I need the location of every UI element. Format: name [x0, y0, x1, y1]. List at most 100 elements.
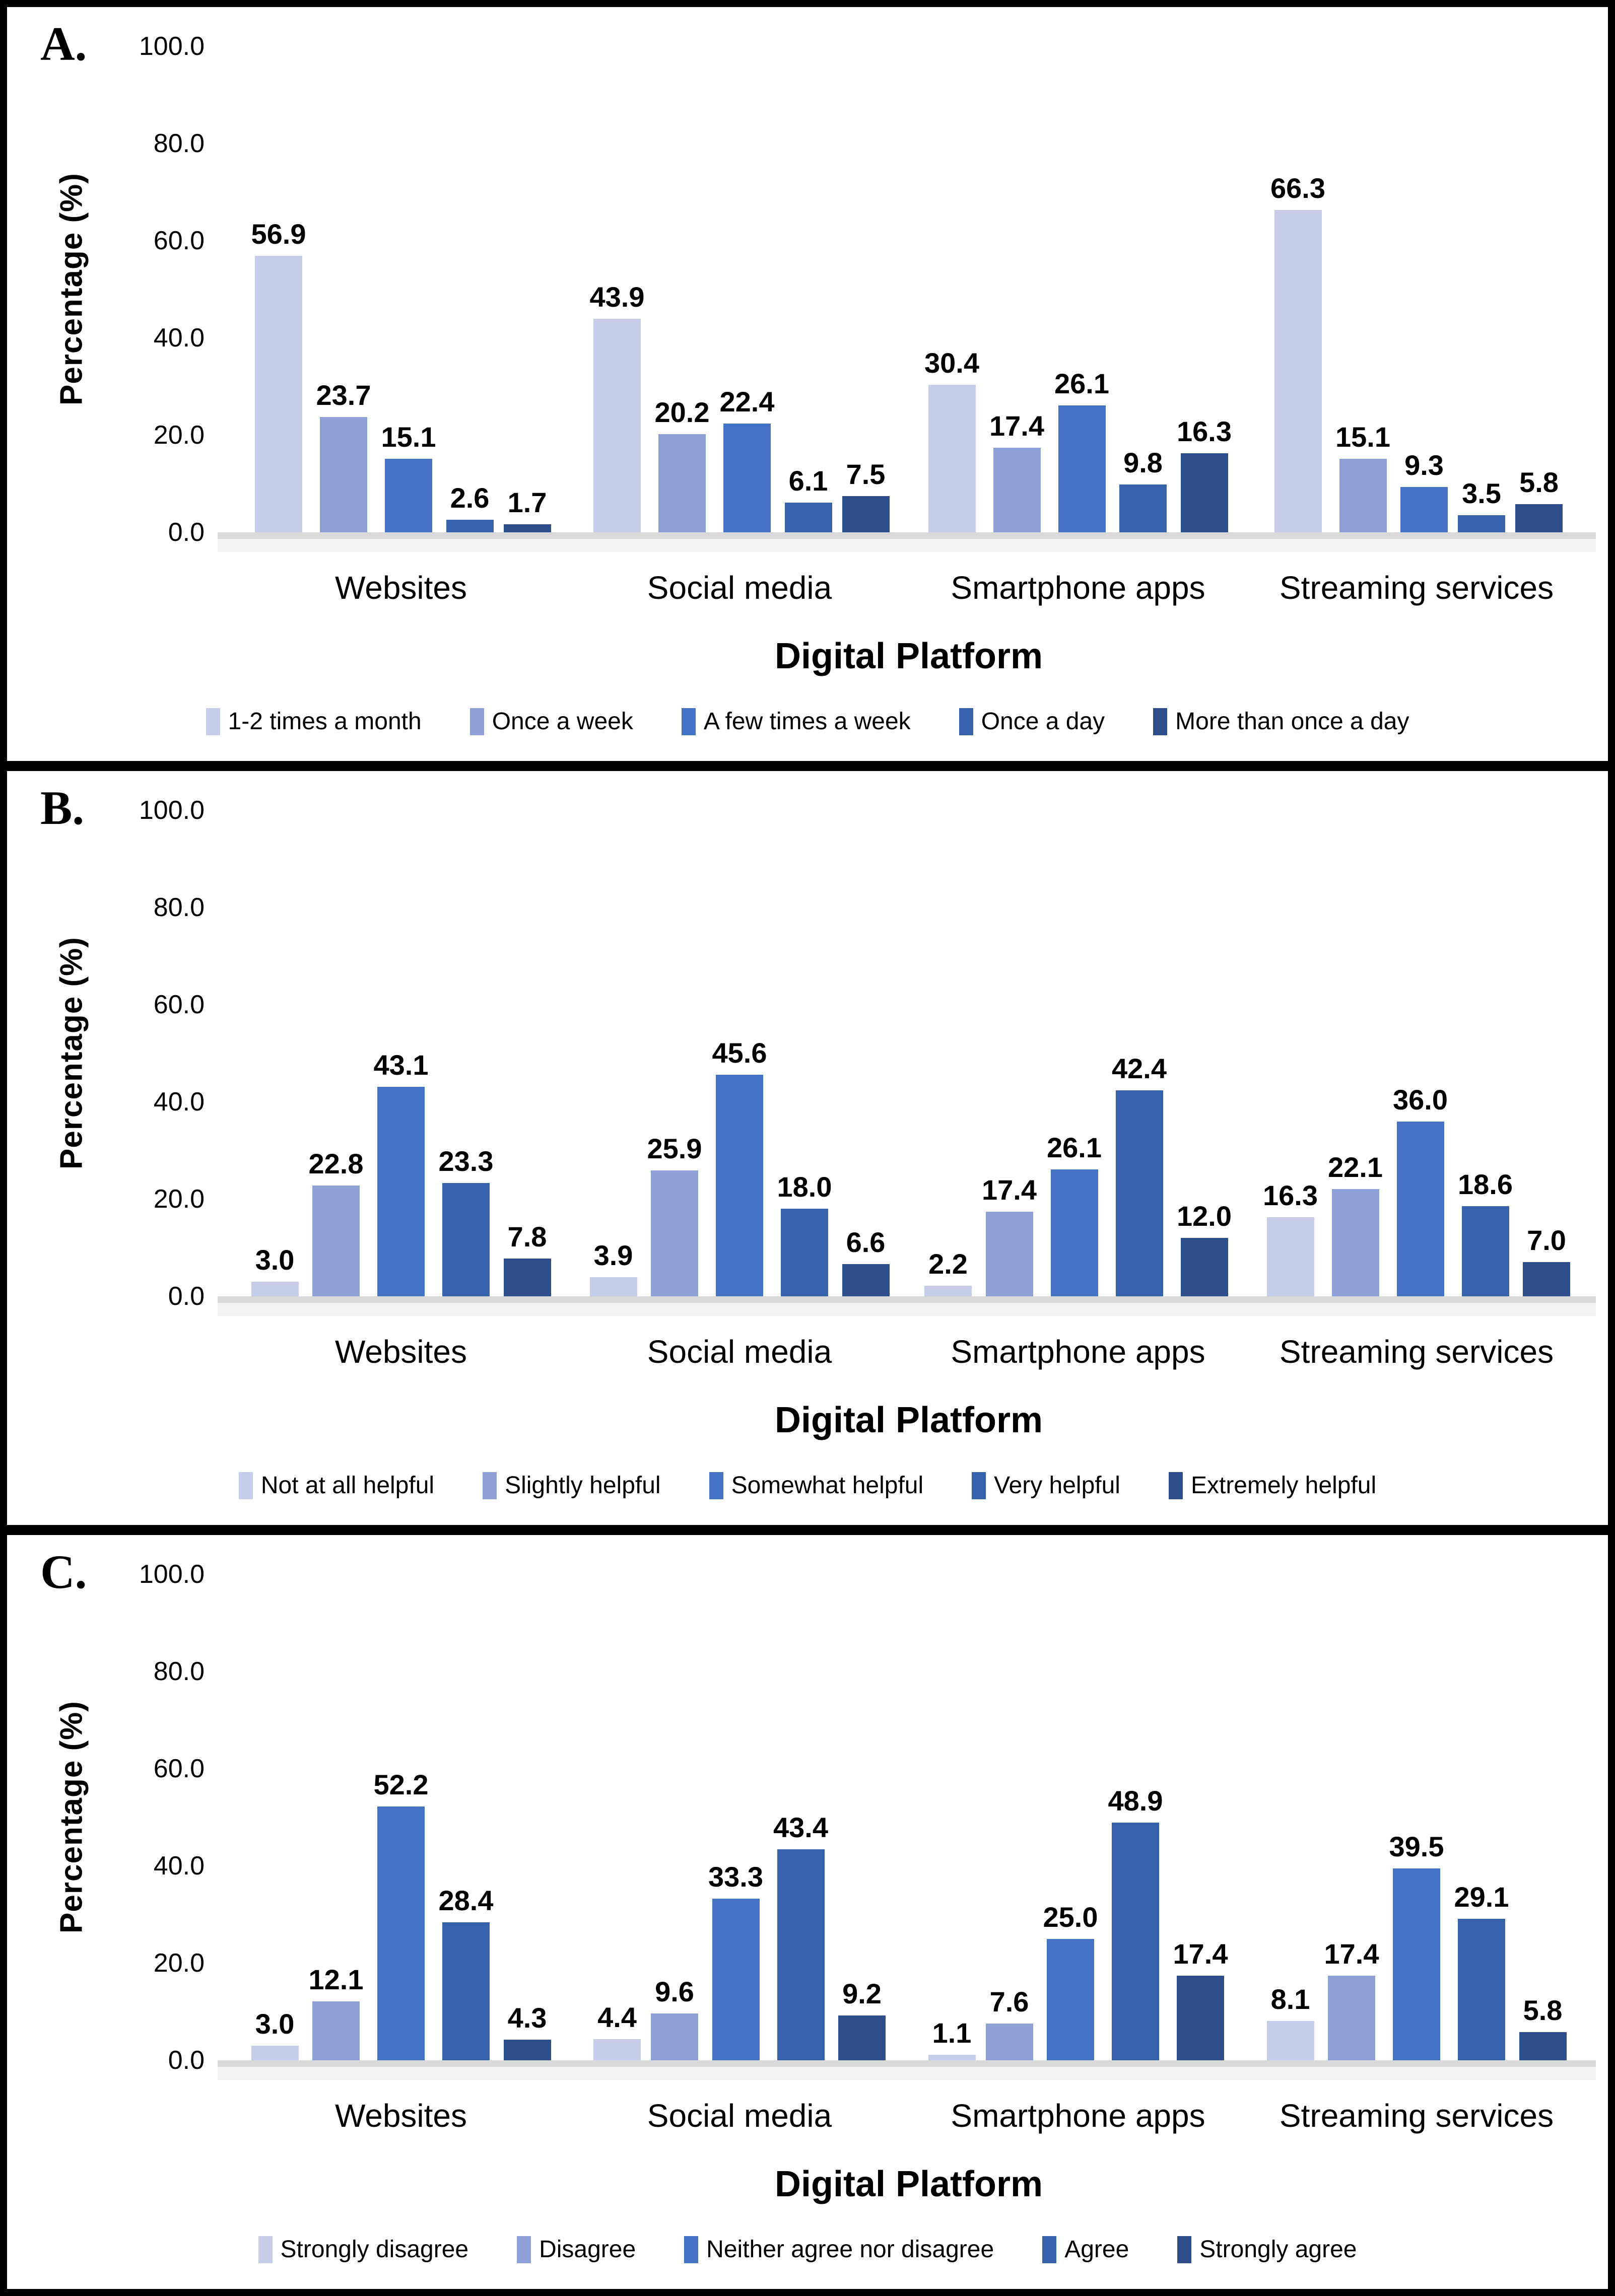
bar [1515, 504, 1563, 532]
bar-with-label: 26.1 [1047, 1131, 1102, 1296]
bar-value-label: 9.6 [655, 1976, 694, 2008]
tick-label: 100.0 [139, 1560, 205, 1589]
legend-item: Agree [1042, 2235, 1129, 2264]
x-axis-line [218, 532, 1596, 539]
bar-with-label: 23.7 [316, 379, 371, 532]
bar-with-label: 29.1 [1454, 1881, 1509, 2060]
bar-value-label: 9.8 [1123, 447, 1163, 479]
bar-value-label: 3.9 [593, 1239, 633, 1272]
bar [1119, 484, 1167, 532]
bar-value-label: 6.6 [846, 1226, 886, 1259]
bar [503, 1258, 551, 1296]
bar-with-label: 1.1 [928, 2016, 976, 2060]
legend-swatch-icon [238, 1472, 253, 1499]
y-axis-ticks: 100.0 80.0 60.0 40.0 20.0 0.0 [7, 1535, 209, 2289]
bar-with-label: 4.4 [593, 2001, 641, 2060]
legend-label: More than once a day [1175, 708, 1409, 735]
tick-label: 40.0 [153, 323, 205, 353]
bar-value-label: 18.0 [777, 1171, 832, 1203]
bar [442, 1183, 490, 1296]
bar-with-label: 7.5 [842, 458, 890, 532]
category-label: Streaming services [1279, 2098, 1554, 2134]
bar [377, 1087, 425, 1296]
bar [251, 2046, 299, 2060]
bar [1461, 1206, 1509, 1296]
bar-value-label: 39.5 [1389, 1830, 1444, 1862]
bar-with-label: 52.2 [374, 1768, 429, 2060]
bar-with-label: 43.1 [374, 1049, 429, 1296]
bar [723, 423, 771, 532]
bar-with-label: 4.3 [503, 2001, 551, 2060]
bar [1274, 210, 1322, 532]
legend-item: Somewhat helpful [709, 1471, 924, 1500]
legend-label: Somewhat helpful [731, 1472, 924, 1499]
bar [842, 1264, 890, 1296]
legend-swatch-icon [1042, 2236, 1057, 2263]
bar [1115, 1090, 1163, 1296]
bar [1339, 459, 1387, 532]
bar-value-label: 17.4 [989, 410, 1044, 442]
legend: Not at all helpful Slightly helpful Somewh… [13, 1471, 1602, 1500]
bar-value-label: 42.4 [1112, 1052, 1167, 1084]
bar-with-label: 3.9 [589, 1239, 637, 1296]
x-axis-title: Digital Platform [774, 1400, 1043, 1440]
category-label: Smartphone apps [951, 1334, 1205, 1370]
panel-label: B. [40, 781, 85, 834]
bar-value-label: 23.3 [438, 1145, 494, 1177]
bar-with-label: 5.8 [1515, 466, 1563, 532]
bar-with-label: 23.3 [439, 1145, 494, 1296]
legend-label: Very helpful [994, 1472, 1120, 1499]
bar-with-label: 2.6 [446, 481, 494, 532]
bar [658, 434, 706, 532]
bar-value-label: 2.6 [450, 481, 490, 514]
category-label: Websites [334, 1334, 467, 1370]
legend-label: Once a day [981, 708, 1105, 735]
bar [784, 503, 832, 532]
bar [593, 2039, 641, 2060]
bar-value-label: 30.4 [924, 346, 979, 379]
bar-with-label: 8.1 [1266, 1983, 1314, 2060]
panel-b: B. Percentage (%) 100.0 80.0 60.0 40.0 20.0 0… [7, 761, 1608, 1525]
bar-value-label: 15.1 [381, 421, 436, 453]
bar-value-label: 20.2 [654, 396, 710, 429]
bar [1396, 1121, 1444, 1296]
bar-value-label: 43.4 [773, 1812, 828, 1844]
category-label: Social media [647, 2098, 832, 2134]
bar-group: 2.2 17.4 26.1 42.4 12.0 [909, 1052, 1247, 1296]
bar-value-label: 12.1 [308, 1964, 364, 1996]
panel-a: A. Percentage (%) 100.0 80.0 60.0 40.0 20.0 0… [7, 7, 1608, 761]
bar [777, 1849, 825, 2060]
bar [589, 1277, 637, 1296]
bar-with-label: 36.0 [1393, 1083, 1448, 1296]
x-axis-title: Digital Platform [774, 636, 1043, 676]
tick-label: 20.0 [153, 1185, 205, 1214]
bar-value-label: 25.0 [1043, 1901, 1098, 1933]
bar [385, 459, 432, 532]
bar-with-label: 43.9 [590, 281, 645, 532]
legend-item: 1-2 times a month [206, 707, 422, 736]
tick-label: 80.0 [153, 129, 205, 158]
bar-value-label: 9.3 [1404, 449, 1444, 481]
bar-value-label: 16.3 [1177, 415, 1232, 447]
bar-value-label: 48.9 [1108, 1785, 1163, 1817]
bar-with-label: 3.0 [251, 1243, 299, 1296]
bar-value-label: 33.3 [708, 1860, 763, 1893]
tick-label: 0.0 [168, 1282, 205, 1311]
bar-with-label: 6.6 [842, 1226, 890, 1296]
category-labels: Websites Social media Smartphone apps Strea… [232, 1333, 1586, 1370]
bar-with-label: 12.0 [1177, 1200, 1232, 1296]
bar-with-label: 1.7 [503, 486, 551, 532]
tick-label: 60.0 [153, 1754, 205, 1783]
legend-label: Slightly helpful [505, 1472, 661, 1499]
bar-with-label: 17.4 [1173, 1937, 1228, 2060]
legend-item: Disagree [517, 2235, 636, 2264]
bar [651, 1170, 698, 1296]
bar-with-label: 48.9 [1108, 1784, 1163, 2060]
bar [716, 1074, 763, 1296]
bar-with-label: 12.1 [309, 1963, 364, 2060]
bar-with-label: 15.1 [1335, 421, 1390, 532]
legend-swatch-icon [1168, 1472, 1183, 1499]
bar-group: 3.9 25.9 45.6 18.0 6.6 [570, 1036, 909, 1296]
bar-value-label: 17.4 [1173, 1938, 1228, 1970]
